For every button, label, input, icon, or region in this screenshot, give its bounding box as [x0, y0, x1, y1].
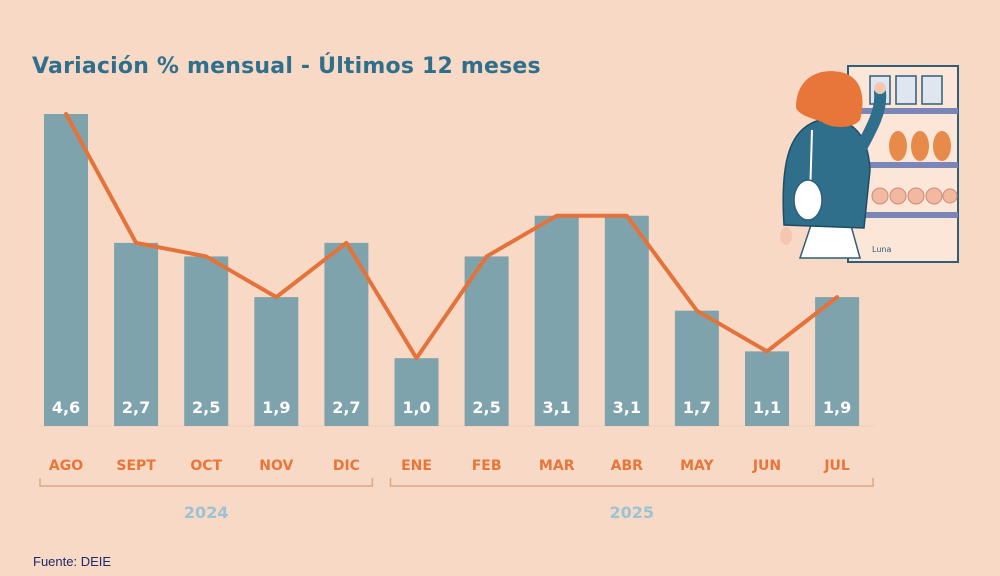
labels-layer: 4,6 AGO 2,7 SEPT 2,5 OCT 1,9 NOV 2,7 DIC 1,0 ENE 2,5…: [49, 398, 851, 474]
value-label-jul: 1,9: [823, 398, 851, 417]
bar-oct: [184, 256, 229, 426]
bar-feb: [464, 256, 509, 426]
month-label-sept: SEPT: [116, 458, 156, 474]
year-label-2025: 2025: [610, 503, 655, 522]
bar-jun: [745, 351, 789, 426]
shopper-illustration: Luna: [780, 65, 959, 263]
month-label-abr: ABR: [611, 458, 644, 474]
value-label-oct: 2,5: [192, 398, 220, 417]
source-note: Fuente: DEIE: [33, 554, 112, 569]
value-label-abr: 3,1: [613, 398, 641, 417]
bar-may: [674, 310, 719, 426]
trend-line: [64, 112, 840, 361]
value-label-feb: 2,5: [472, 398, 500, 417]
value-label-jun: 1,1: [753, 398, 781, 417]
year-label-2024: 2024: [184, 503, 229, 522]
month-label-ago: AGO: [49, 458, 83, 474]
artist-signature: Luna: [872, 245, 891, 254]
month-label-jul: JUL: [823, 458, 850, 474]
value-label-may: 1,7: [683, 398, 711, 417]
bar-jul: [815, 297, 860, 426]
year-bracket-2024: [39, 478, 374, 487]
value-label-ago: 4,6: [52, 398, 80, 417]
month-label-feb: FEB: [472, 458, 502, 474]
bar-mar: [534, 215, 579, 426]
trend-line-layer: [64, 112, 840, 361]
month-label-jun: JUN: [752, 458, 781, 474]
month-label-nov: NOV: [259, 458, 293, 474]
bar-ago: [44, 114, 88, 426]
year-groups-layer: 2024 2025: [39, 478, 874, 522]
month-label-ene: ENE: [401, 458, 432, 474]
bars-layer: [44, 114, 860, 426]
month-label-may: MAY: [680, 458, 714, 474]
value-label-dic: 2,7: [332, 398, 360, 417]
bar-abr: [604, 215, 649, 426]
bar-dic: [324, 242, 369, 426]
value-label-mar: 3,1: [543, 398, 571, 417]
chart-title: Variación % mensual - Últimos 12 meses: [32, 54, 541, 79]
bar-nov: [254, 297, 299, 426]
value-label-nov: 1,9: [262, 398, 290, 417]
month-label-oct: OCT: [190, 458, 222, 474]
value-label-sept: 2,7: [122, 398, 150, 417]
year-bracket-2025: [389, 478, 874, 487]
month-label-mar: MAR: [539, 458, 575, 474]
month-label-dic: DIC: [333, 458, 360, 474]
bar-ene: [394, 358, 439, 426]
bar-sept: [114, 242, 159, 426]
value-label-ene: 1,0: [402, 398, 430, 417]
